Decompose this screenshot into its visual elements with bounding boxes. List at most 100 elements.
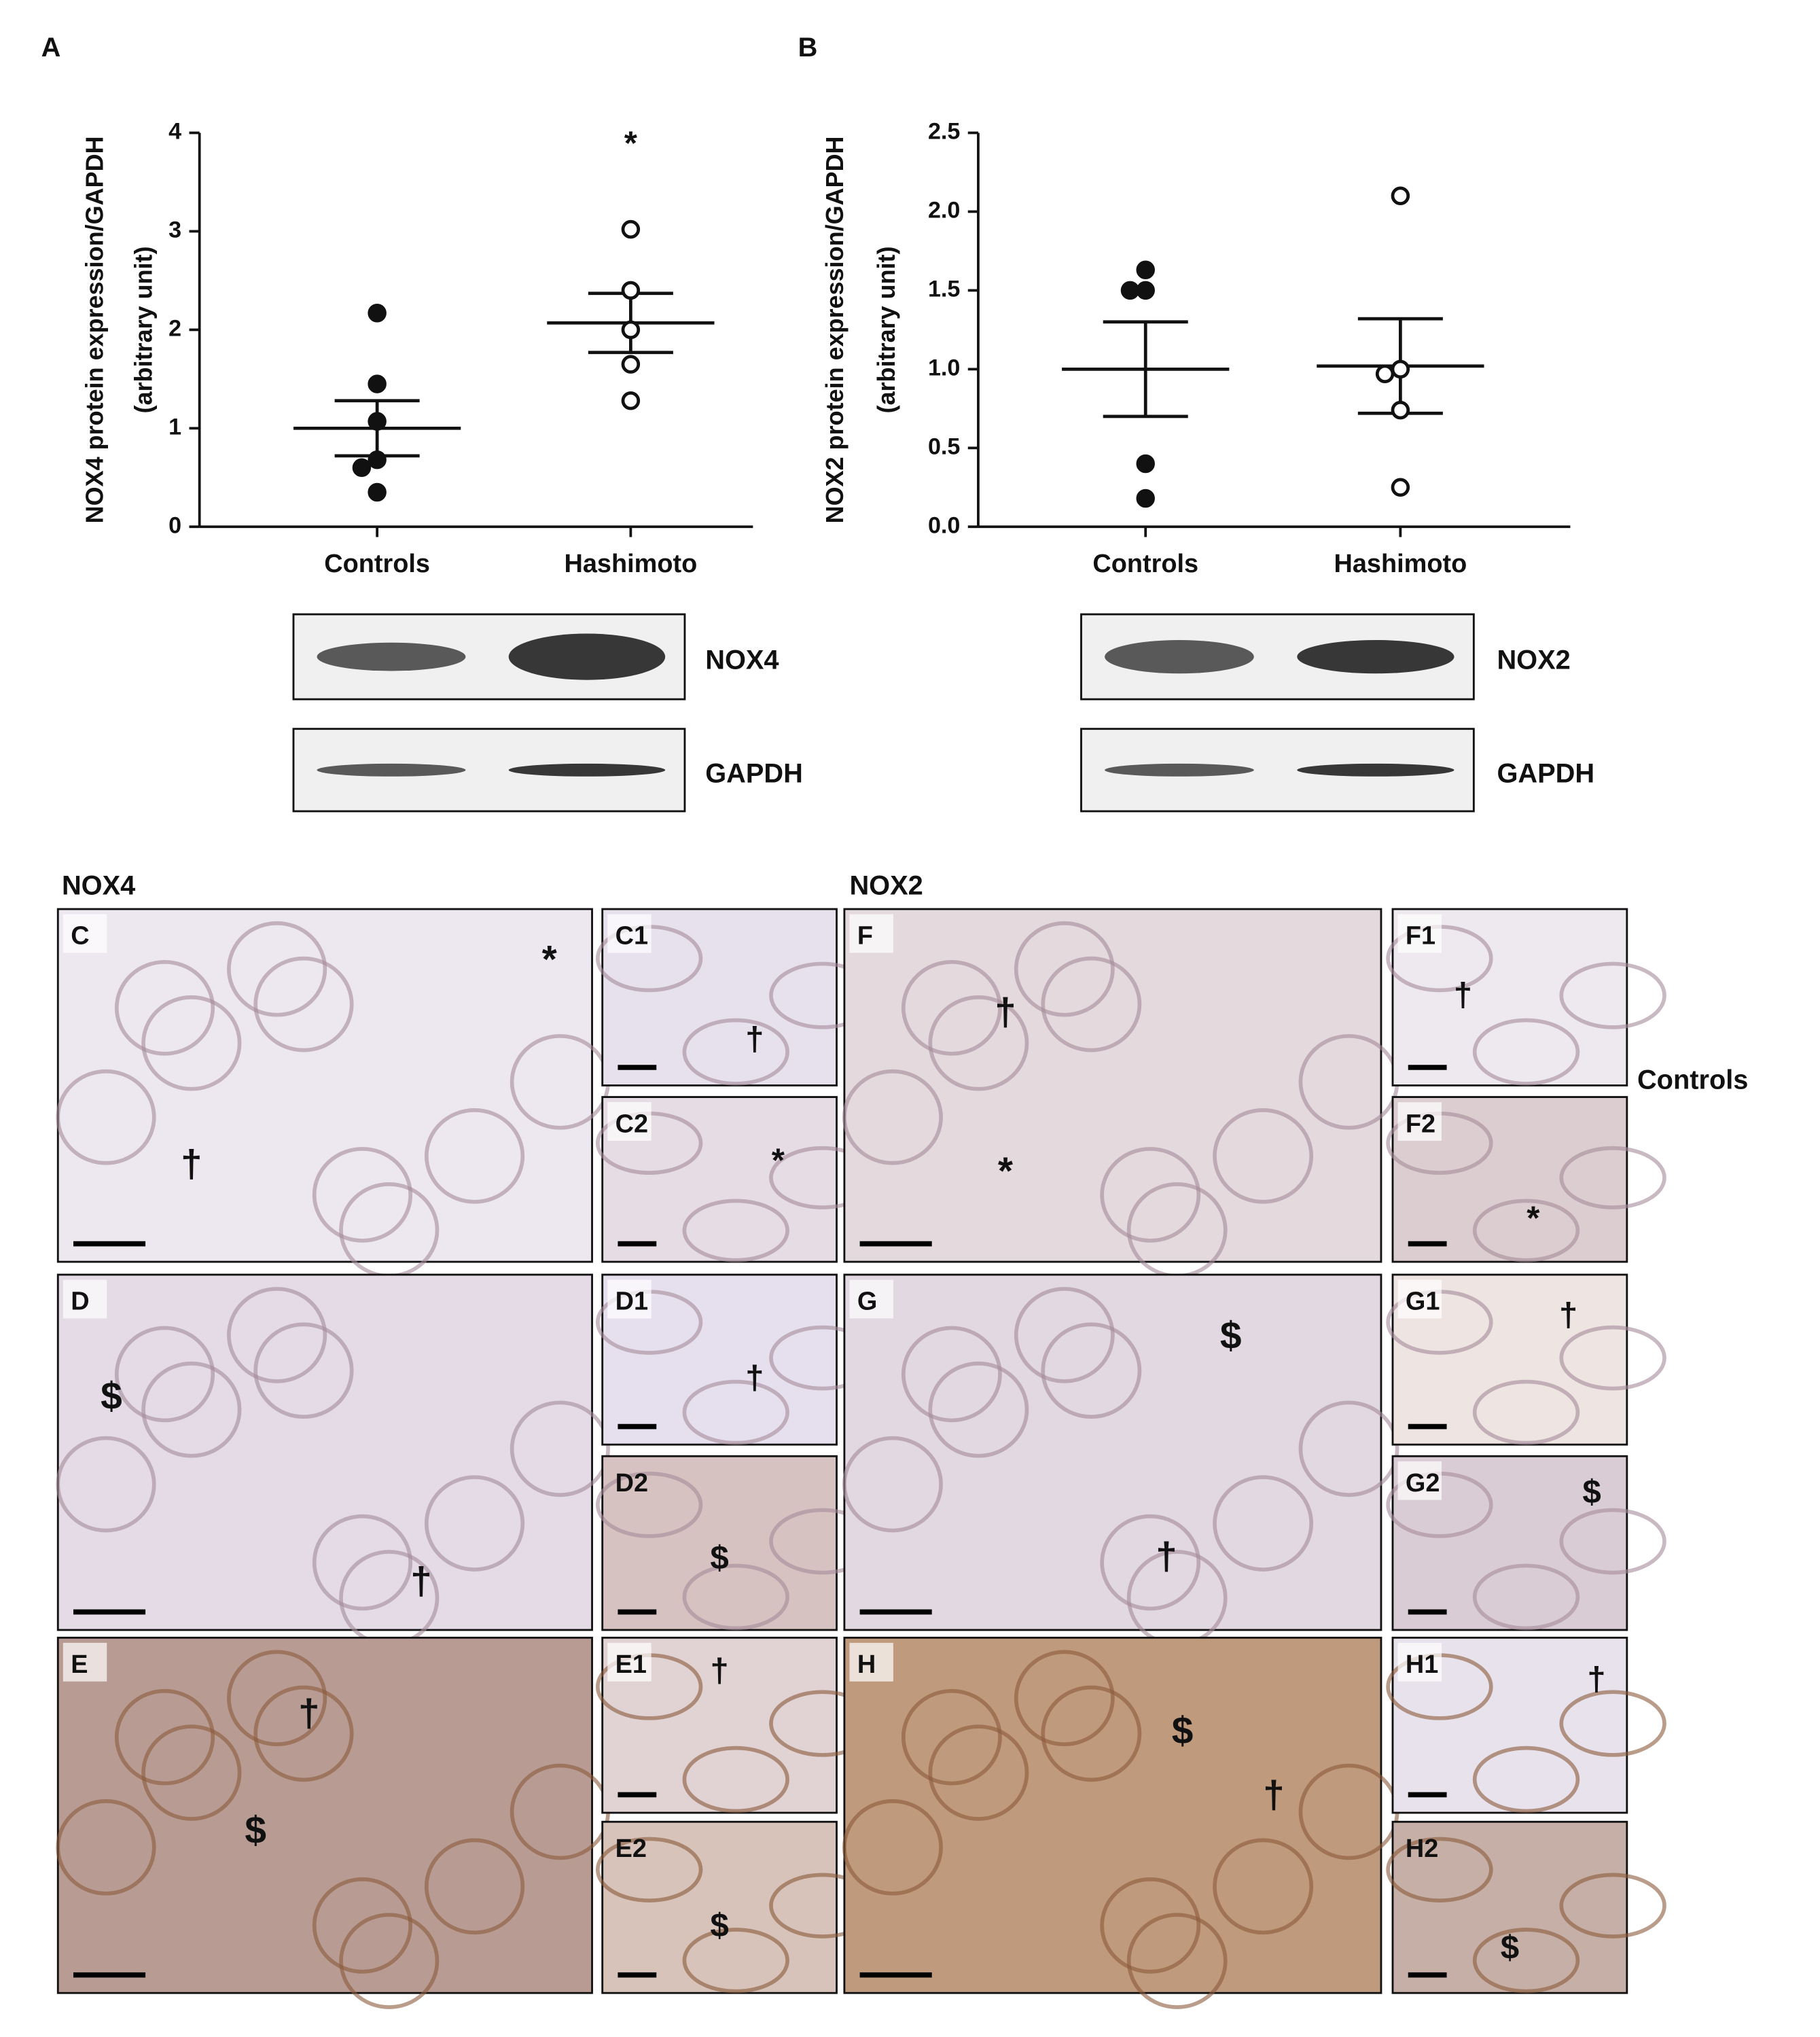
label-bg (849, 914, 893, 953)
y-tick-label: 2 (168, 315, 181, 341)
data-point (1391, 359, 1410, 379)
follicle (1559, 961, 1666, 1029)
label-bg (849, 1279, 893, 1319)
y-axis-label: (arbitrary unit) (130, 246, 158, 413)
symbol: † (1587, 1661, 1605, 1698)
panel-label: E (71, 1650, 88, 1679)
panel-label: H (857, 1650, 876, 1679)
label-bg (63, 1642, 107, 1682)
data-point (368, 412, 387, 431)
panel-label: D1 (615, 1288, 648, 1316)
follicle (1041, 1685, 1142, 1782)
follicle (682, 1928, 789, 1994)
panel-label: E2 (615, 1835, 647, 1863)
symbol: $ (1582, 1473, 1601, 1510)
x-tick-label: Hashimoto (565, 550, 698, 578)
follicle (1100, 1514, 1201, 1611)
data-point (621, 281, 641, 300)
symbol: $ (710, 1907, 728, 1944)
follicle (1559, 1690, 1666, 1757)
symbol: $ (710, 1540, 728, 1577)
follicle (114, 959, 215, 1056)
x-tick-label: Controls (324, 550, 430, 578)
follicle (1014, 1287, 1115, 1383)
follicle (1472, 1199, 1580, 1262)
follicle (253, 1322, 354, 1419)
follicle (682, 1199, 789, 1262)
follicle (141, 995, 242, 1091)
follicle (339, 1913, 440, 2009)
label-bg (849, 1642, 893, 1682)
panel-label: D (71, 1288, 89, 1316)
follicle (901, 1688, 1002, 1786)
blot-band (508, 633, 666, 680)
symbol: * (542, 938, 558, 981)
follicle (1472, 1746, 1580, 1813)
follicle (312, 1877, 413, 1974)
symbol: † (181, 1143, 202, 1186)
follicle (1472, 1563, 1580, 1631)
row-label: Controls (1637, 1065, 1748, 1095)
panel-label: D2 (615, 1469, 648, 1498)
follicle (1472, 1379, 1580, 1445)
heading: NOX4 (62, 870, 135, 900)
follicle (424, 1838, 525, 1935)
blot-label: NOX4 (705, 645, 779, 675)
follicle (227, 1650, 327, 1747)
blot-band (317, 642, 466, 671)
blot-band (1297, 639, 1455, 674)
follicle (1213, 1838, 1314, 1935)
follicle (1014, 921, 1115, 1017)
follicle (227, 1287, 327, 1383)
symbol: $ (101, 1375, 122, 1418)
y-tick-label: 0.5 (928, 433, 960, 459)
x-tick-label: Controls (1092, 550, 1198, 578)
panel-letter: A (41, 33, 61, 63)
panel-label: C (71, 922, 89, 951)
follicle (901, 959, 1002, 1056)
follicle (1559, 1873, 1666, 1938)
follicle (842, 1069, 943, 1165)
symbol: † (1454, 976, 1472, 1014)
follicle (227, 921, 327, 1017)
symbol: † (1559, 1296, 1577, 1334)
data-point (621, 219, 641, 239)
follicle (56, 1799, 156, 1896)
data-point (1136, 489, 1155, 508)
follicle (1472, 1928, 1580, 1994)
panel-label: F1 (1406, 922, 1435, 951)
symbol: * (998, 1150, 1014, 1192)
follicle (56, 1069, 156, 1165)
follicle (1041, 956, 1142, 1052)
label-bg (63, 1279, 107, 1319)
symbol: † (995, 991, 1016, 1034)
follicle (424, 1475, 525, 1572)
panel-label: H2 (1406, 1835, 1438, 1863)
follicle (312, 1147, 413, 1243)
follicle (682, 1563, 789, 1631)
blot-band (1297, 763, 1455, 777)
label-bg (607, 1102, 652, 1141)
follicle (682, 1746, 789, 1813)
blot-band (1105, 763, 1254, 777)
follicle (56, 1436, 156, 1533)
data-point (368, 450, 387, 470)
follicle (1559, 1325, 1666, 1391)
y-tick-label: 2.0 (928, 197, 960, 223)
data-point (1375, 364, 1395, 384)
y-tick-label: 4 (168, 119, 181, 145)
follicle (1213, 1475, 1314, 1572)
y-tick-label: 1.0 (928, 355, 960, 380)
follicle (1298, 1400, 1399, 1498)
panel-label: G (857, 1288, 877, 1316)
symbol: † (745, 1021, 764, 1058)
label-bg (1397, 1461, 1442, 1500)
data-point (368, 374, 387, 393)
follicle (1100, 1877, 1201, 1974)
symbol: $ (1220, 1315, 1242, 1358)
y-tick-label: 3 (168, 217, 181, 243)
blot-label: GAPDH (705, 758, 803, 788)
label-bg (607, 1642, 652, 1682)
follicle (901, 1326, 1002, 1423)
